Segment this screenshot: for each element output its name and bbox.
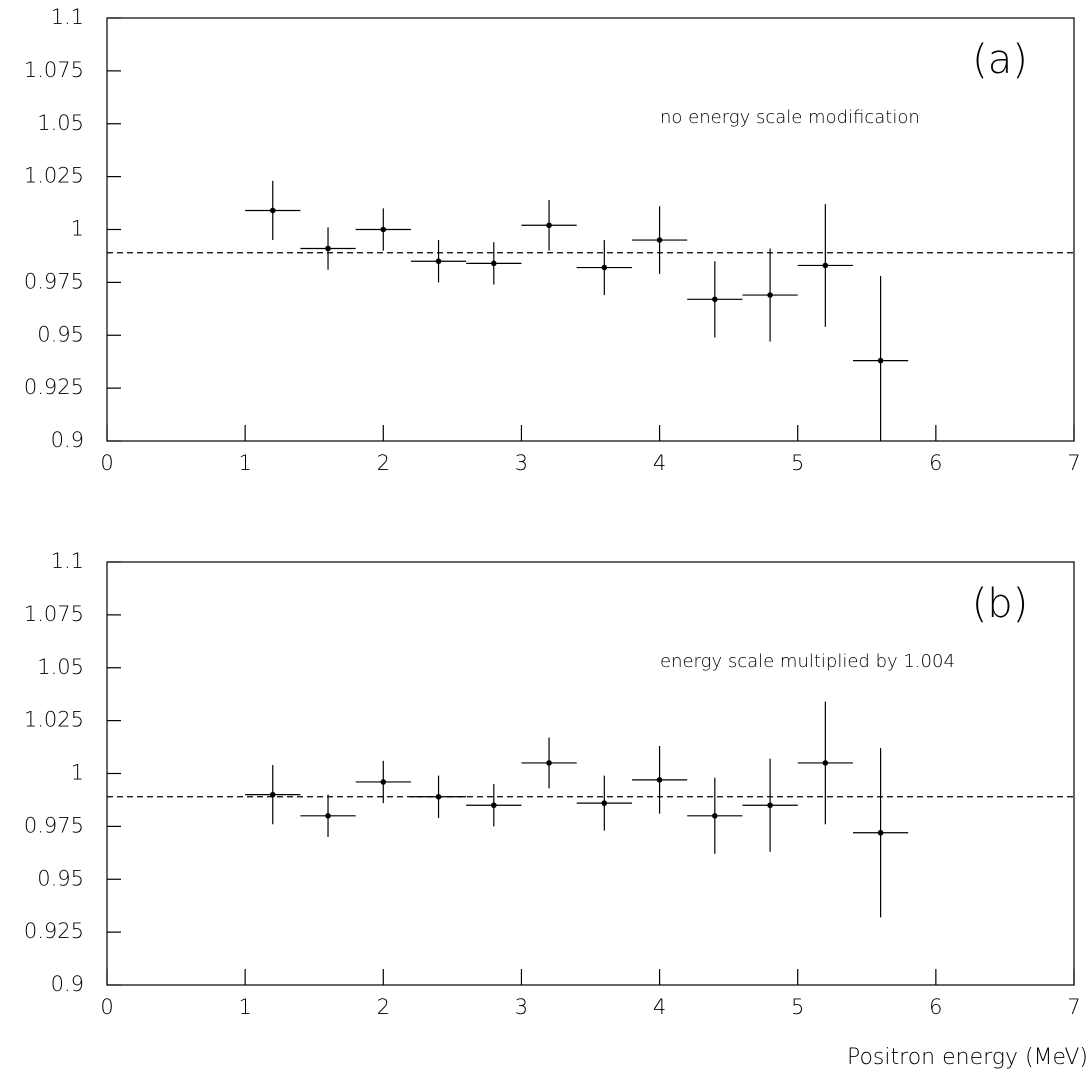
y-tick-label: 0.9 [51,428,84,452]
x-tick-label: 5 [791,995,804,1019]
data-point [269,207,276,214]
data-point [712,296,718,303]
y-tick-label: 0.9 [51,972,84,996]
y-tick-label: 1.1 [51,5,84,29]
plot-area [107,701,1074,918]
x-tick-label: 4 [653,995,666,1019]
y-tick-label: 1 [71,217,84,241]
data-point [712,813,718,819]
data-point [601,264,608,271]
plot-frame [106,17,1075,442]
y-tick-label: 0.95 [37,322,84,346]
y-tick-label: 1.025 [24,164,84,188]
y-tick-label: 1.075 [24,58,84,82]
panel-label: (a) [972,37,1028,83]
data-point [877,357,884,364]
y-tick-label: 1 [71,761,84,785]
data-point [325,245,331,252]
data-point [767,802,773,809]
data-point [656,237,663,243]
x-tick-label: 1 [238,451,251,475]
x-tick-label: 6 [929,451,942,475]
y-tick-label: 0.95 [37,866,84,890]
x-tick-label: 0 [100,451,113,475]
y-tick-label: 0.975 [24,269,84,293]
data-point [546,760,552,766]
data-point [656,777,663,783]
data-point [822,760,829,766]
x-tick-label: 7 [1067,451,1080,475]
x-tick-label: 7 [1067,995,1080,1019]
y-tick-label: 1.025 [24,708,84,732]
annotation: energy scale multiplied by 1.004 [660,651,955,672]
plot-area [107,180,1074,441]
data-point [269,791,276,798]
y-tick-label: 0.925 [24,375,84,399]
x-tick-label: 3 [515,995,528,1019]
x-tick-label: 5 [791,451,804,475]
data-point [435,793,442,800]
data-point [767,292,773,298]
data-point [325,813,331,819]
y-tick-label: 1.05 [37,111,84,135]
panel-label: (b) [972,581,1029,627]
data-point [491,802,497,809]
x-axis-label: Positron energy (MeV) [847,1045,1088,1070]
x-tick-label: 1 [238,995,251,1019]
y-tick-label: 0.975 [24,813,84,837]
x-tick-label: 0 [100,995,113,1019]
y-tick-label: 1.1 [51,549,84,573]
data-point [601,800,608,806]
x-tick-label: 2 [377,995,390,1019]
y-tick-label: 1.05 [37,655,84,679]
y-tick-label: 1.075 [24,602,84,626]
x-tick-label: 2 [377,451,390,475]
data-point [822,262,829,269]
x-tick-label: 3 [515,451,528,475]
data-point [546,222,552,229]
data-point [380,226,387,233]
y-tick-label: 0.925 [24,919,84,943]
data-point [877,829,884,836]
data-point [435,258,442,265]
x-tick-label: 6 [929,995,942,1019]
data-point [491,260,497,267]
data-point [380,779,387,785]
x-tick-label: 4 [653,451,666,475]
plot-frame [106,561,1075,986]
annotation: no energy scale modification [660,107,920,128]
